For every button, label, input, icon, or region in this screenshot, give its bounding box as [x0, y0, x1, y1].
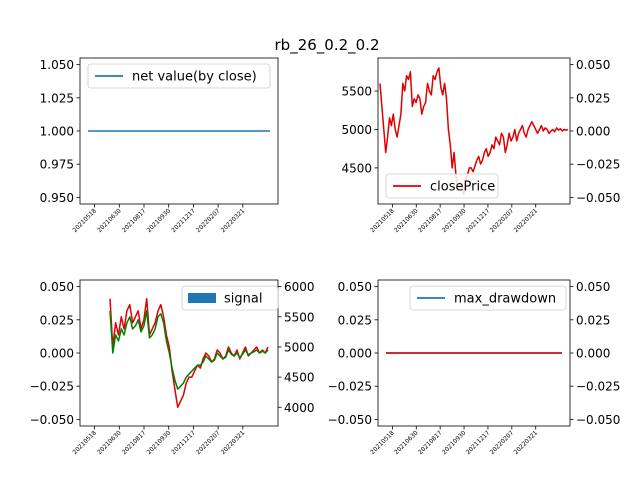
drawdown-legend-label: max_drawdown [454, 292, 556, 307]
y-tick-label: 0.025 [338, 313, 372, 327]
signal-legend-swatch [188, 293, 216, 303]
y-tick-label: 1.000 [40, 125, 74, 139]
x-tick-label: 20210930 [146, 429, 173, 456]
y-tick-label-right: 6000 [284, 280, 315, 294]
y-tick-label: 0.950 [40, 191, 74, 205]
x-tick-label: 20210630 [96, 207, 123, 234]
net-value-legend-box [87, 63, 271, 89]
y-tick-label: 0.000 [40, 347, 74, 361]
x-tick-label: 20210518 [71, 429, 98, 456]
signal-legend-label: signal [224, 292, 262, 307]
x-tick-label: 20210817 [121, 207, 148, 234]
signal-legend-box [181, 285, 279, 311]
x-tick-label: 20210930 [441, 429, 468, 456]
y-tick-label: 0.025 [40, 313, 74, 327]
y-tick-label-right: 4500 [284, 371, 315, 385]
x-tick-label: 20210630 [393, 207, 420, 234]
x-tick-label: 20210817 [417, 429, 444, 456]
y-tick-label: 1.025 [40, 91, 74, 105]
y-tick-label-right: −0.050 [576, 413, 620, 427]
x-tick-label: 20210518 [71, 207, 98, 234]
close-price-legend-label: closePrice [430, 180, 495, 195]
figure-title: rb_26_0.2_0.2 [275, 36, 380, 55]
net-value-legend-label: net value(by close) [132, 70, 257, 85]
x-tick-label: 20220207 [489, 207, 516, 234]
x-tick-label: 20210817 [121, 429, 148, 456]
x-tick-label: 20220321 [513, 429, 540, 456]
x-tick-label: 20210630 [96, 429, 123, 456]
x-tick-label: 20211217 [465, 429, 492, 456]
x-tick-label: 20220207 [195, 207, 222, 234]
x-tick-label: 20211217 [465, 207, 492, 234]
y-tick-label-right: 5500 [284, 310, 315, 324]
y-tick-label-right: 5000 [284, 340, 315, 354]
x-tick-label: 20211217 [170, 207, 197, 234]
y-tick-label-right: −0.025 [576, 158, 620, 172]
y-tick-label: −0.050 [328, 413, 372, 427]
x-tick-label: 20220321 [513, 207, 540, 234]
y-tick-label: 5500 [341, 85, 372, 99]
x-tick-label: 20210930 [146, 207, 173, 234]
x-tick-label: 20210817 [417, 207, 444, 234]
y-tick-label: −0.050 [30, 413, 74, 427]
x-tick-label: 20211217 [170, 429, 197, 456]
x-tick-label: 20210518 [369, 429, 396, 456]
y-tick-label: 5000 [341, 123, 372, 137]
x-tick-label: 20220207 [489, 429, 516, 456]
y-tick-label: 1.050 [40, 58, 74, 72]
y-tick-label-right: −0.025 [576, 380, 620, 394]
y-tick-label: 0.050 [40, 280, 74, 294]
y-tick-label-right: 4000 [284, 401, 315, 415]
y-tick-label-right: −0.050 [576, 191, 620, 205]
x-tick-label: 20210630 [393, 429, 420, 456]
signal-ma-line [109, 310, 269, 390]
y-tick-label-right: 0.025 [576, 313, 610, 327]
x-tick-label: 20220207 [195, 429, 222, 456]
x-tick-label: 20210930 [441, 207, 468, 234]
close-price-line [379, 67, 569, 196]
y-tick-label: 0.000 [338, 347, 372, 361]
y-tick-label: 4500 [341, 161, 372, 175]
y-tick-label-right: 0.025 [576, 91, 610, 105]
y-tick-label-right: 0.000 [576, 347, 610, 361]
y-tick-label-right: 0.050 [576, 280, 610, 294]
y-tick-label: 0.050 [338, 280, 372, 294]
y-tick-label: −0.025 [328, 380, 372, 394]
y-tick-label-right: 0.000 [576, 125, 610, 139]
x-tick-label: 20210518 [369, 207, 396, 234]
x-tick-label: 20220321 [220, 429, 247, 456]
y-tick-label: −0.025 [30, 380, 74, 394]
close-price-legend-box [385, 173, 499, 199]
drawdown-legend-box [409, 285, 567, 311]
y-tick-label-right: 0.050 [576, 58, 610, 72]
x-tick-label: 20220321 [220, 207, 247, 234]
y-tick-label: 0.975 [40, 158, 74, 172]
